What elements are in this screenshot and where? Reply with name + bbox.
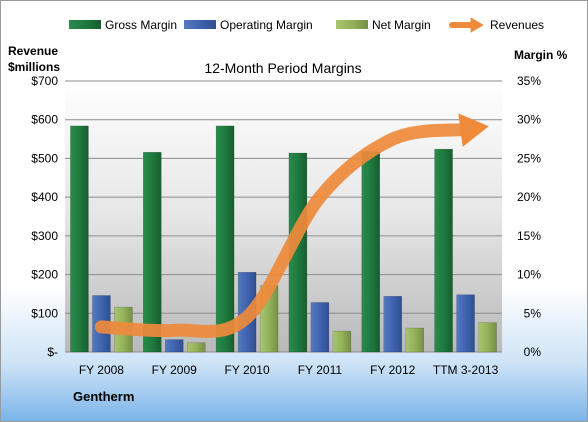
bar-net-margin-ttm-3-2013 [478,322,497,353]
right-tick-label: 5% [524,306,542,320]
x-tick-label: FY 2012 [370,363,415,377]
right-tick-label: 10% [517,268,541,282]
legend-label-gross-margin: Gross Margin [105,18,177,32]
bar-gross-margin-fy-2008 [70,125,89,353]
company-label: Gentherm [73,389,134,404]
revenue-point-ttm-3-2013 [465,128,467,130]
legend-item-gross-margin: Gross Margin [69,18,177,32]
left-tick-label: $400 [31,190,58,204]
bar-gross-margin-fy-2012 [361,151,380,353]
right-tick-label: 30% [517,113,541,127]
x-tick-label: FY 2011 [298,363,343,377]
revenue-line [94,113,489,338]
x-tick-label: FY 2008 [79,363,124,377]
legend-item-operating-margin: Operating Margin [184,18,313,32]
left-tick-label: $500 [31,151,58,165]
left-tick-label: $- [47,345,58,359]
right-tick-label: 15% [517,229,541,243]
right-axis-ticks: 0% 5% 10% 15% 20% 25% 30% 35% [517,74,541,359]
x-tick-label: TTM 3-2013 [433,363,499,377]
bar-gross-margin-fy-2010 [215,125,235,353]
bar-operating-margin-fy-2009 [165,339,184,353]
legend-item-net-margin: Net Margin [336,18,431,32]
legend-label-revenues: Revenues [490,18,544,32]
bar-operating-margin-fy-2012 [383,296,402,353]
left-axis-label-line1: Revenue [8,44,58,58]
left-tick-label: $100 [31,306,58,320]
left-tick-label: $200 [31,268,58,282]
revenue-point-fy-2008 [100,326,102,328]
gridlines [65,80,502,353]
revenue-point-fy-2010 [246,316,248,318]
bars [70,125,497,353]
bar-operating-margin-ttm-3-2013 [456,294,475,353]
right-tick-label: 35% [517,74,541,88]
bar-operating-margin-fy-2011 [310,302,330,353]
legend: Gross Margin Operating Margin Net Margin… [69,17,544,33]
x-axis-labels: FY 2008 FY 2009 FY 2010 FY 2011 FY 2012 TTM 3… [79,363,499,377]
x-tick-label: FY 2010 [225,363,270,377]
right-axis-label: Margin % [514,48,568,62]
bar-net-margin-fy-2012 [405,327,424,353]
bar-net-margin-fy-2009 [187,342,206,353]
revenue-point-fy-2012 [392,138,394,140]
right-tick-label: 20% [517,190,541,204]
left-tick-label: $600 [31,113,58,127]
left-tick-label: $700 [31,74,58,88]
revenue-point-fy-2009 [173,329,175,331]
left-axis-ticks: $- $100 $200 $300 $400 $500 $600 $700 [31,74,58,359]
chart-title: 12-Month Period Margins [204,60,361,76]
legend-swatch-operating-margin [184,20,216,29]
legend-item-revenues: Revenues [449,17,544,33]
right-tick-label: 25% [517,151,541,165]
legend-swatch-net-margin [336,20,368,29]
left-axis-label-line2: $millions [8,60,60,74]
bar-gross-margin-fy-2009 [143,151,162,353]
legend-label-operating-margin: Operating Margin [220,18,313,32]
bar-gross-margin-ttm-3-2013 [434,148,453,353]
bar-net-margin-fy-2011 [332,330,352,353]
left-tick-label: $300 [31,229,58,243]
right-tick-label: 0% [524,345,542,359]
x-tick-label: FY 2009 [152,363,197,377]
revenue-point-fy-2011 [319,196,321,198]
legend-swatch-gross-margin [69,20,101,29]
revenue-series [94,113,489,338]
legend-label-net-margin: Net Margin [372,18,431,32]
